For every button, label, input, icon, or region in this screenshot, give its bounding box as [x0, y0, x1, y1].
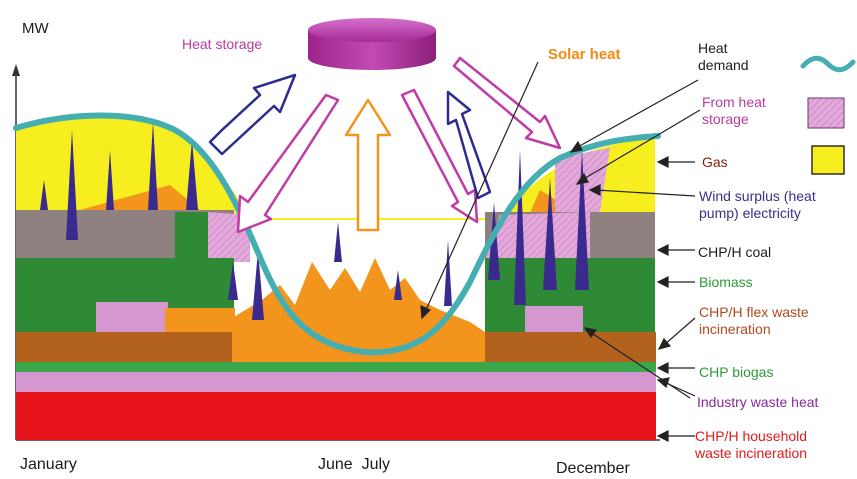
heat-demand-curve: [13, 112, 661, 356]
legend-label-chp-biogas: CHP biogas: [699, 364, 773, 381]
legend-label-line: demand: [698, 57, 749, 73]
arrow-solar-up: [344, 98, 392, 232]
legend-label-line: From heat: [702, 94, 766, 110]
legend-label-line: Industry waste heat: [697, 394, 819, 410]
arrow-from-storage-right: [452, 56, 562, 150]
storage-right: [485, 212, 590, 258]
legend-label-line: waste incineration: [695, 445, 808, 461]
legend-label-line: storage: [702, 111, 749, 127]
legend-label-gas: Gas: [702, 154, 728, 171]
arrow-from-storage-center: [400, 88, 479, 224]
arrow-to-storage-left: [208, 73, 297, 156]
heat-storage-label: Heat storage: [182, 36, 263, 52]
household-waste-band: [16, 392, 656, 440]
legend-label-heat-demand: Heat demand: [698, 40, 749, 74]
gas-legend-symbol: [811, 145, 845, 175]
solar-heat-label: Solar heat: [548, 46, 621, 63]
legend-label-line: Wind surplus (heat: [699, 188, 816, 204]
storage-legend-symbol: [807, 97, 845, 129]
legend-label-line: CHP biogas: [699, 364, 774, 380]
stacked-heat-sources: [16, 116, 656, 440]
legend-label-line: Biomass: [699, 274, 753, 290]
legend-label-chp-coal: CHP/H coal: [698, 244, 771, 261]
legend-label-line: Heat: [698, 40, 728, 56]
x-label-december: December: [556, 460, 630, 477]
legend-label-line: CHP/H flex waste: [699, 304, 809, 320]
legend-label-line: CHP/H household: [695, 428, 808, 444]
legend-symbols: [800, 55, 856, 175]
legend-label-line: CHP/H coal: [698, 244, 772, 260]
x-label-january: January: [20, 456, 77, 473]
x-label-june-july: June July: [318, 456, 391, 473]
legend-label-wind-surplus: Wind surplus (heat pump) electricity: [699, 188, 816, 222]
arrow-to-storage-right: [446, 90, 492, 200]
legend-label-line: pump) electricity: [699, 205, 801, 221]
legend-label-from-heat-storage: From heat storage: [702, 94, 766, 128]
legend-label-chp-household-waste: CHP/H household waste incineration: [695, 428, 807, 462]
wind-spikes: [40, 122, 589, 320]
wave-legend-symbol: [800, 55, 856, 73]
legend-label-line: incineration: [699, 321, 771, 337]
legend-label-line: Gas: [702, 154, 728, 170]
legend-label-industry-waste-heat: Industry waste heat: [697, 394, 818, 411]
heat-storage-drum: [308, 18, 436, 70]
flow-arrows: [208, 56, 562, 234]
legend-label-biomass: Biomass: [699, 274, 753, 291]
legend-label-chp-flex-waste: CHP/H flex waste incineration: [699, 304, 809, 338]
leader-lines: [420, 61, 701, 442]
arrow-from-storage-left: [236, 93, 340, 234]
biogas-band: [16, 362, 656, 372]
solar-heat-area: [232, 258, 485, 362]
industry-waste-band: [16, 372, 656, 392]
y-axis-label: MW: [22, 20, 49, 37]
